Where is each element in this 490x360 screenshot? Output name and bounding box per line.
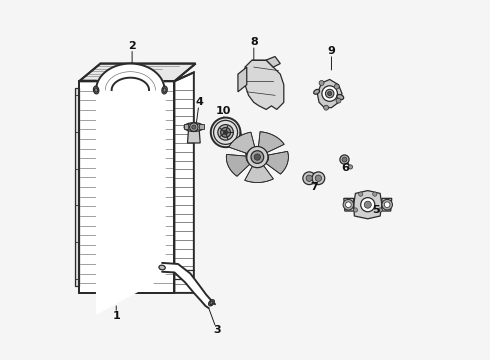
Ellipse shape [184,123,203,131]
Text: 8: 8 [250,37,258,48]
Text: 9: 9 [327,46,335,56]
Circle shape [378,208,382,212]
Polygon shape [309,172,318,185]
Circle shape [190,123,198,131]
Circle shape [359,192,363,196]
Circle shape [211,118,241,147]
Text: 10: 10 [216,106,231,116]
Polygon shape [75,88,79,286]
Ellipse shape [162,86,167,94]
Circle shape [353,208,358,212]
Text: 4: 4 [195,98,203,107]
Text: 6: 6 [342,163,349,173]
Polygon shape [245,60,284,109]
Polygon shape [245,165,273,183]
Circle shape [220,127,230,137]
Polygon shape [79,81,174,293]
Circle shape [322,86,338,101]
Circle shape [223,130,228,135]
Ellipse shape [186,124,201,130]
Circle shape [343,199,354,210]
Circle shape [312,172,325,185]
Polygon shape [266,151,289,174]
Circle shape [382,199,392,210]
Text: 5: 5 [372,205,379,215]
Polygon shape [266,57,280,67]
Ellipse shape [314,89,319,94]
Circle shape [192,125,196,129]
Circle shape [306,175,313,181]
Text: 1: 1 [112,311,120,321]
Circle shape [254,154,261,160]
Circle shape [319,81,324,85]
Polygon shape [184,123,188,129]
Circle shape [345,202,351,207]
Circle shape [325,89,334,98]
Polygon shape [226,154,250,176]
Circle shape [384,202,390,207]
Polygon shape [238,67,247,92]
Polygon shape [79,64,196,81]
Text: 3: 3 [213,325,220,335]
Polygon shape [344,198,354,211]
Circle shape [218,125,233,140]
Polygon shape [318,80,342,108]
Polygon shape [162,263,215,308]
Circle shape [334,84,339,89]
Circle shape [251,151,264,163]
Circle shape [373,192,377,196]
Polygon shape [199,123,204,129]
Circle shape [324,105,329,110]
Polygon shape [174,72,194,293]
Polygon shape [229,132,255,153]
Polygon shape [354,190,382,219]
Ellipse shape [337,94,343,100]
Polygon shape [258,132,284,152]
Polygon shape [188,129,200,143]
Circle shape [364,201,371,208]
Circle shape [336,98,341,103]
Ellipse shape [163,88,166,92]
Circle shape [303,172,316,185]
Circle shape [361,198,375,212]
Ellipse shape [159,265,165,270]
Text: 2: 2 [128,41,136,51]
Circle shape [348,165,353,169]
Text: 7: 7 [310,182,318,192]
Circle shape [327,91,332,96]
Circle shape [342,157,347,162]
Ellipse shape [210,301,213,305]
Circle shape [340,155,349,164]
Ellipse shape [95,88,98,92]
Ellipse shape [94,86,99,94]
Polygon shape [382,198,392,211]
Ellipse shape [209,300,214,306]
Circle shape [315,175,321,181]
Circle shape [247,147,268,168]
